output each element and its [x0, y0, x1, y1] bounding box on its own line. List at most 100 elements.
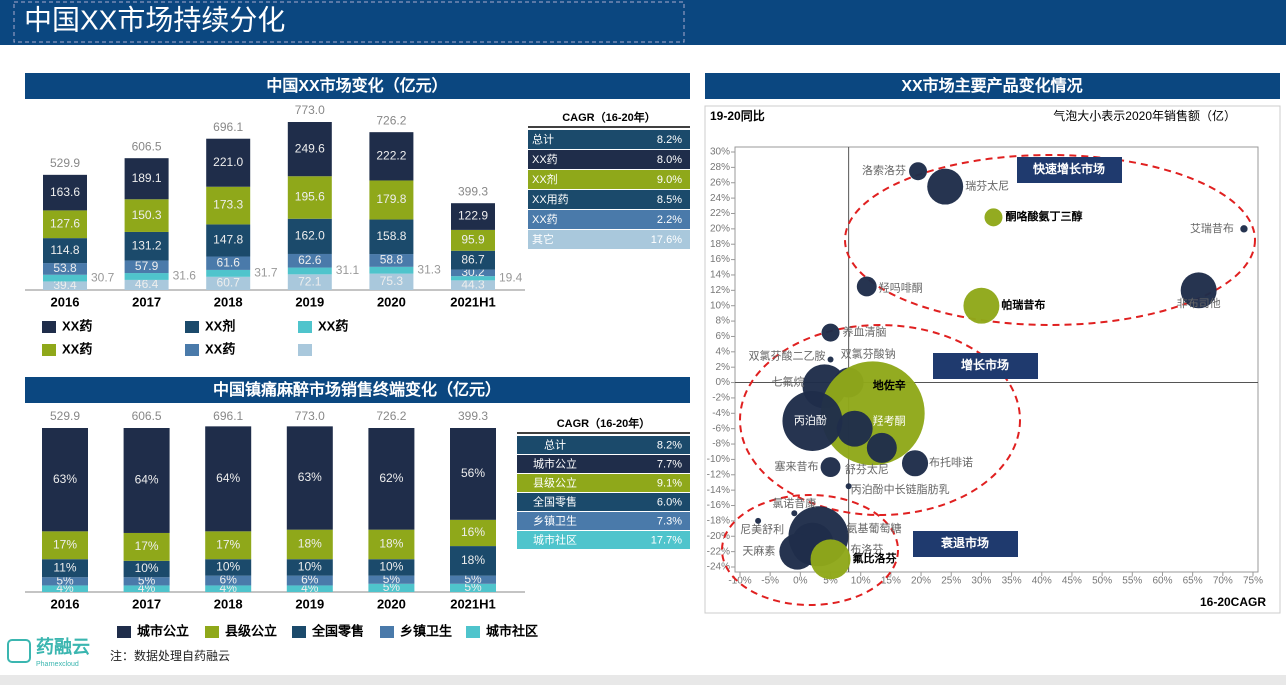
bubble-label: 七氟烷 [771, 374, 804, 388]
value-label: 31.7 [254, 266, 278, 280]
table-cell: 全国零售 [533, 494, 577, 508]
scatter-frame [704, 105, 1281, 614]
bar-segment [43, 210, 87, 239]
bubble [779, 533, 816, 570]
bubble-label: 瑞芬太尼 [965, 178, 1009, 192]
y-tick-label: 26% [710, 177, 730, 188]
value-label: 6% [301, 573, 319, 587]
bubble [821, 323, 840, 342]
table-row [528, 130, 690, 149]
x-tick-label: 2020 [377, 596, 406, 611]
value-label: 46.4 [135, 277, 159, 291]
table-row [517, 474, 690, 492]
bar-segment [42, 577, 88, 586]
bubble-label: 洛索洛芬 [862, 163, 906, 177]
bar-segment [450, 583, 496, 592]
legend-label: 县级公立 [225, 623, 277, 638]
bubble-label: 地佐辛 [873, 378, 906, 392]
table-cell: 城市社区 [533, 532, 577, 546]
x-tick-label: 15% [881, 576, 901, 587]
bar-segment [42, 531, 88, 560]
table-row [517, 512, 690, 530]
value-label: 19.4 [499, 270, 523, 284]
bubble-label: 养血清脑 [843, 325, 887, 339]
table-title: CAGR（16-20年） [562, 110, 656, 124]
bar-segment [123, 428, 170, 533]
bar-segment [450, 575, 496, 584]
x-tick-label: 2020 [377, 294, 406, 309]
table-cell: 8.2% [657, 439, 682, 451]
bar-segment [206, 276, 251, 290]
x-tick-label: 2017 [132, 294, 161, 309]
value-label: 10% [216, 560, 240, 574]
table-cell: 17.7% [651, 534, 682, 546]
table-cell: 8.0% [657, 154, 682, 166]
value-label: 150.3 [132, 208, 162, 222]
legend-swatch [380, 626, 394, 638]
page-title: 中国XX市场持续分化 [24, 4, 285, 35]
y-tick-label: 2% [716, 362, 731, 373]
value-label: 147.8 [213, 233, 243, 247]
bar-segment [451, 276, 495, 281]
bar-segment [369, 219, 414, 255]
region-outline [739, 324, 1021, 516]
y-tick-label: -12% [707, 469, 730, 480]
annotation-box [933, 353, 1038, 379]
table-row [528, 230, 690, 249]
bar-segment [287, 267, 332, 275]
total-label: 606.5 [132, 139, 162, 153]
bubble [791, 510, 798, 517]
legend-swatch [185, 321, 199, 333]
bar-segment [42, 428, 88, 532]
bubble [866, 432, 897, 463]
y-tick-label: 6% [716, 331, 731, 342]
bubble [984, 208, 1003, 227]
y-tick-label: -18% [707, 516, 730, 527]
legend-swatch [42, 344, 56, 356]
bubble-label: 艾瑞昔布 [1190, 221, 1234, 235]
bubble [1240, 225, 1248, 233]
table-row [528, 190, 690, 209]
bar-segment [451, 250, 495, 270]
x-axis-title: 16-20CAGR [1200, 595, 1266, 609]
table-cell: 城市公立 [533, 456, 577, 470]
bubble [845, 483, 852, 490]
y-tick-label: -8% [712, 439, 730, 450]
legend-label: XX剂 [205, 318, 235, 333]
y-axis-title: 19-20同比 [710, 108, 765, 123]
bar-segment [43, 281, 87, 290]
y-tick-label: 16% [710, 254, 730, 265]
x-tick-label: 20% [911, 576, 931, 587]
value-label: 221.0 [213, 155, 243, 169]
value-label: 16% [461, 525, 485, 539]
title-frame [13, 1, 685, 43]
bar-segment [205, 575, 252, 586]
bar-segment [450, 519, 496, 547]
y-tick-label: 8% [716, 316, 731, 327]
value-label: 17% [135, 539, 159, 553]
bar-segment [369, 273, 414, 290]
bar-segment [43, 238, 87, 264]
x-tick-label: 65% [1183, 576, 1203, 587]
x-tick-label: 60% [1152, 576, 1172, 587]
bar-segment [206, 186, 251, 225]
legend-label: XX药 [318, 318, 348, 333]
bubble-label: 天麻素 [742, 544, 775, 558]
bar-segment [123, 585, 170, 592]
bar-segment [124, 231, 169, 261]
bar-segment [286, 585, 333, 592]
x-tick-label: 30% [971, 576, 991, 587]
table-row [517, 531, 690, 549]
bar-segment [286, 575, 333, 586]
bubble [856, 276, 877, 297]
x-tick-label: 40% [1032, 576, 1052, 587]
bubble-label: 羟吗啡酮 [879, 280, 923, 294]
bar-segment [43, 274, 87, 282]
bar-segment [43, 263, 87, 275]
value-label: 10% [298, 560, 322, 574]
bar-segment [450, 546, 496, 576]
bar-segment [205, 585, 252, 592]
bubble [755, 517, 762, 524]
bar-segment [124, 158, 169, 200]
value-label: 63% [53, 472, 77, 486]
